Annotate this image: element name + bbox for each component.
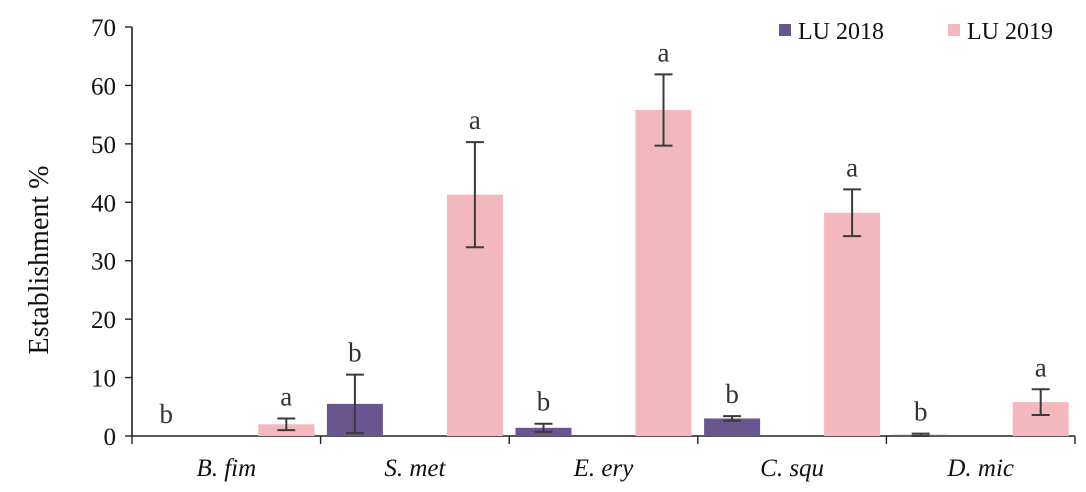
bar <box>635 109 692 437</box>
significance-letter: b <box>725 379 739 409</box>
y-tick-label: 50 <box>91 132 116 159</box>
significance-letter: a <box>469 105 481 135</box>
significance-letter: a <box>846 152 858 182</box>
y-tick-label: 70 <box>91 15 116 42</box>
significance-letter: a <box>280 381 292 411</box>
x-tick-label: B. fim <box>196 455 256 482</box>
legend-label: LU 2018 <box>798 19 884 45</box>
significance-letter: b <box>537 387 551 417</box>
y-tick-label: 60 <box>91 73 116 100</box>
x-tick-label: E. ery <box>573 455 635 482</box>
x-axis: B. fim S. met E. ery C. squ D. mic <box>131 435 1076 482</box>
x-tick-label: C. squ <box>760 455 824 482</box>
y-tick-label: 30 <box>91 249 116 276</box>
x-tick-label: S. met <box>384 455 446 482</box>
y-tick-label: 40 <box>91 190 116 217</box>
significance-letter: b <box>348 338 362 368</box>
bar <box>704 418 761 436</box>
significance-letter: a <box>1035 352 1047 382</box>
bars: b b b b b a a a a a <box>160 37 1069 437</box>
y-tick-label: 0 <box>104 424 117 451</box>
legend-swatch <box>779 24 791 36</box>
y-tick-label: 10 <box>91 366 116 393</box>
x-tick-label: D. mic <box>946 455 1014 482</box>
legend-swatch <box>948 24 960 36</box>
bar <box>824 212 881 436</box>
significance-letter: a <box>658 37 670 67</box>
y-axis: 0 10 20 30 40 50 60 70 <box>91 15 133 451</box>
significance-letter: b <box>160 399 174 429</box>
y-tick-label: 20 <box>91 307 116 334</box>
legend-label: LU 2019 <box>967 19 1053 45</box>
legend: LU 2018 LU 2019 <box>779 19 1053 45</box>
significance-letter: b <box>914 397 928 427</box>
y-axis-label: Establishment % <box>24 166 55 355</box>
